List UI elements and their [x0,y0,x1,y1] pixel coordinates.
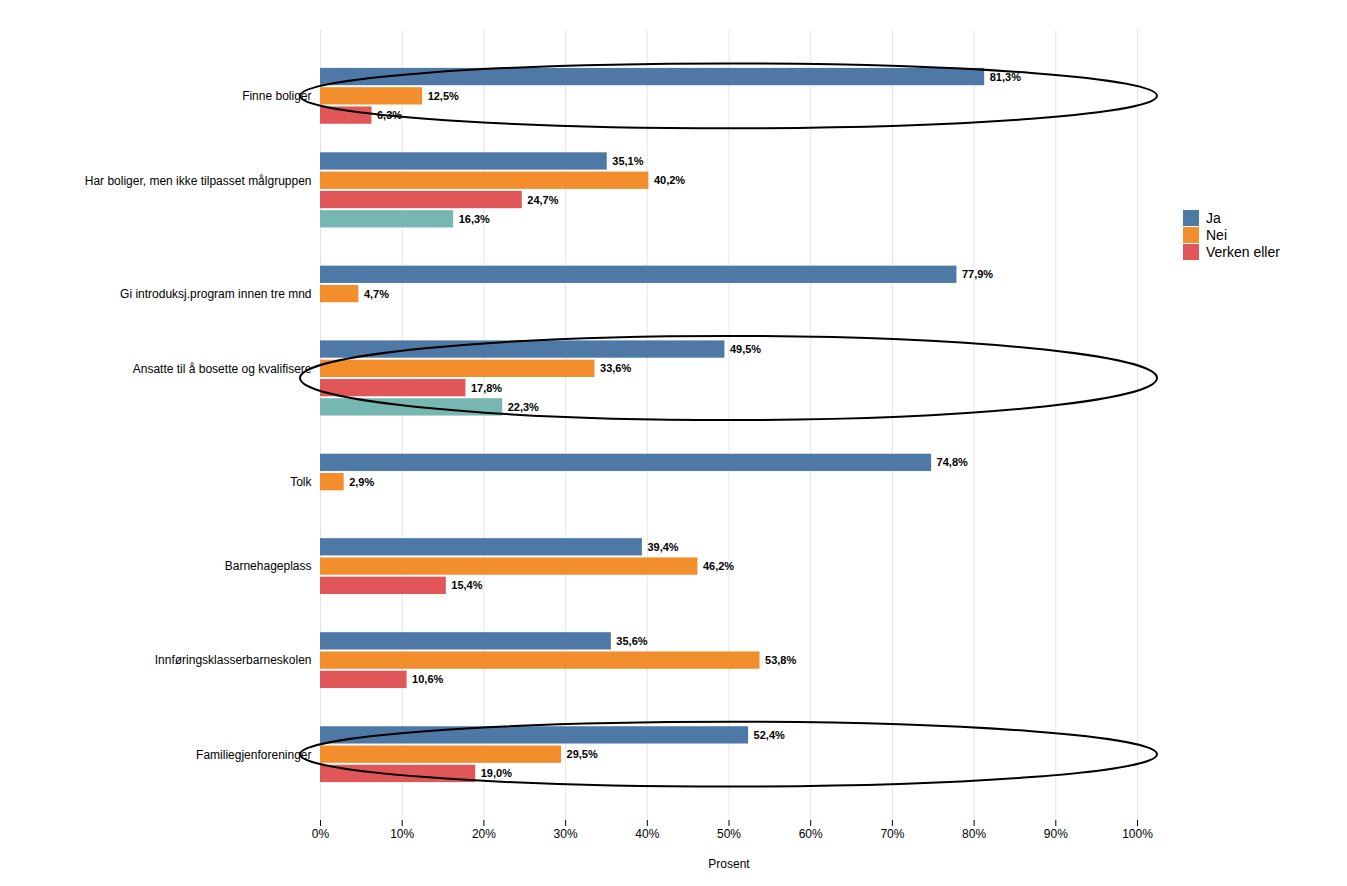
svg-text:20%: 20% [472,827,496,841]
svg-text:6,3%: 6,3% [377,109,402,122]
svg-text:80%: 80% [962,827,986,841]
html-text:Nei: Nei [1206,227,1227,243]
svg-text:Prosent: Prosent [708,857,750,871]
svg-text:52,4%: 52,4% [754,729,785,741]
svg-text:10,6%: 10,6% [412,673,443,685]
svg-text:Har boliger, men ikke tilpasse: Har boliger, men ikke tilpasset målgrupp… [85,174,312,188]
svg-text:29,5%: 29,5% [567,748,598,760]
svg-text:16,3%: 16,3% [459,213,490,225]
html-text:Verken eller: Verken eller [1206,244,1280,260]
svg-text:19,0%: 19,0% [481,767,512,779]
svg-text:46,2%: 46,2% [703,560,734,572]
svg-text:90%: 90% [1044,827,1068,841]
svg-text:22,3%: 22,3% [508,401,539,413]
svg-text:Tolk: Tolk [290,475,312,489]
svg-text:4,7%: 4,7% [364,288,389,300]
svg-text:0%: 0% [312,827,330,841]
svg-text:60%: 60% [799,827,823,841]
svg-text:50%: 50% [717,827,741,841]
svg-text:70%: 70% [880,827,904,841]
svg-text:53,8%: 53,8% [765,654,796,666]
svg-text:Barnehageplass: Barnehageplass [225,559,312,573]
svg-text:30%: 30% [554,827,578,841]
svg-text:33,6%: 33,6% [600,362,631,374]
svg-text:77,9%: 77,9% [962,268,993,280]
svg-text:2,9%: 2,9% [349,476,374,488]
svg-text:100%: 100% [1122,827,1153,841]
svg-text:15,4%: 15,4% [451,579,482,591]
svg-text:17,8%: 17,8% [471,382,502,394]
svg-text:Ansatte til å bosette og kvali: Ansatte til å bosette og kvalifisere [133,362,312,376]
svg-text:74,8%: 74,8% [937,456,968,468]
svg-text:39,4%: 39,4% [647,541,678,553]
svg-text:12,5%: 12,5% [428,90,459,102]
svg-text:40%: 40% [635,827,659,841]
svg-text:Familiegjenforeninger: Familiegjenforeninger [196,748,311,762]
svg-text:49,5%: 49,5% [730,343,761,355]
svg-text:35,1%: 35,1% [612,155,643,167]
html-text:Ja: Ja [1206,210,1221,226]
svg-text:Finne boliger: Finne boliger [242,89,311,103]
svg-text:35,6%: 35,6% [616,635,647,647]
svg-text:40,2%: 40,2% [654,174,685,186]
svg-text:10%: 10% [390,827,414,841]
svg-text:Gi introduksj.program innen tr: Gi introduksj.program innen tre mnd [120,287,311,301]
svg-text:81,3%: 81,3% [989,70,1021,83]
svg-text:Innføringsklasserbarneskolen: Innføringsklasserbarneskolen [155,653,312,667]
svg-text:24,7%: 24,7% [527,194,558,206]
